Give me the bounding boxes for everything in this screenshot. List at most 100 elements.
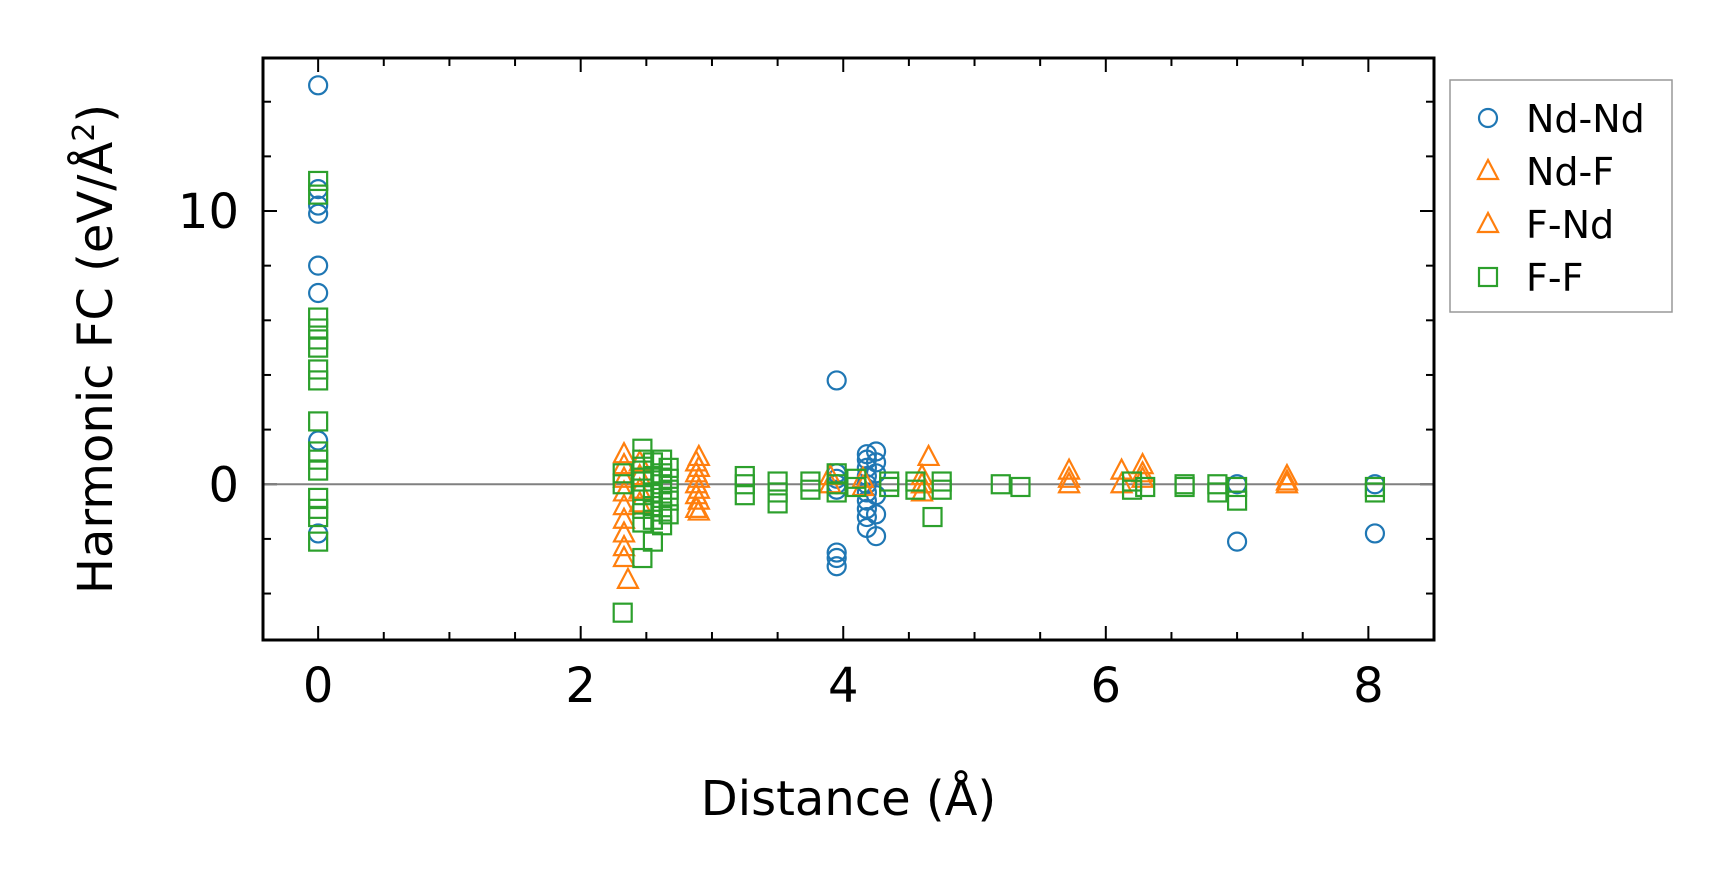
point-f-f	[658, 490, 679, 511]
point-nd-nd	[308, 203, 329, 224]
point-f-f	[800, 479, 821, 500]
point-f-f	[612, 602, 633, 623]
point-nd-nd	[308, 75, 329, 96]
point-nd-f	[612, 492, 636, 516]
point-nd-nd	[308, 195, 329, 216]
point-nd-f	[1109, 470, 1134, 494]
x-tick-label: 2	[565, 658, 596, 714]
point-f-f	[826, 463, 847, 484]
point-f-f	[826, 482, 847, 503]
point-f-f	[658, 504, 679, 525]
x-tick-label: 8	[1353, 658, 1384, 714]
point-f-nd	[1057, 465, 1081, 488]
point-f-f	[308, 170, 329, 192]
point-nd-f	[1130, 451, 1155, 475]
point-nd-nd	[308, 282, 329, 304]
point-f-f	[651, 501, 673, 522]
point-f-f	[1010, 476, 1031, 498]
point-f-nd	[684, 459, 709, 483]
legend-marker-f-f	[1477, 266, 1499, 288]
point-nd-f	[1109, 457, 1134, 480]
point-nd-nd	[1364, 523, 1386, 544]
point-f-f	[612, 463, 633, 484]
legend-label-f-f: F-F	[1526, 256, 1583, 300]
plot-frame	[261, 56, 1436, 642]
y-tick-label: 10	[178, 184, 239, 240]
point-f-f	[651, 515, 673, 536]
point-nd-nd	[308, 255, 329, 276]
point-nd-nd	[826, 556, 847, 577]
point-f-f	[879, 476, 900, 498]
x-axis-label: Distance (Å)	[701, 770, 996, 827]
point-f-f	[308, 370, 329, 391]
point-f-f	[308, 359, 329, 380]
y-tick-label: 0	[208, 457, 239, 513]
x-tick-label: 6	[1091, 658, 1122, 714]
point-f-f	[1135, 476, 1156, 498]
point-f-f	[658, 457, 679, 478]
x-tick-label: 4	[828, 658, 859, 714]
point-nd-nd	[865, 441, 887, 462]
data-markers	[308, 75, 1386, 623]
point-nd-f	[612, 544, 636, 568]
point-f-f	[931, 479, 952, 500]
point-f-nd	[684, 449, 709, 472]
point-nd-f	[612, 533, 636, 557]
point-f-f	[632, 438, 653, 459]
point-nd-nd	[826, 370, 847, 391]
point-f-f	[308, 506, 329, 528]
point-f-f	[632, 471, 653, 492]
point-f-f	[734, 474, 755, 495]
point-f-f	[308, 449, 329, 470]
point-nd-nd	[856, 506, 877, 528]
point-f-f	[308, 487, 329, 509]
point-f-nd	[684, 470, 709, 494]
point-nd-nd	[865, 504, 887, 525]
legend-marker-nd-f	[1476, 157, 1500, 181]
legend-label-f-nd: F-Nd	[1526, 203, 1614, 247]
point-nd-f	[916, 443, 941, 467]
point-f-f	[658, 479, 679, 500]
point-f-f	[651, 463, 673, 484]
point-f-f	[1207, 482, 1228, 503]
x-tick-label: 0	[303, 658, 334, 714]
point-f-nd	[910, 462, 934, 486]
legend: Nd-Nd Nd-F F-Nd F-F	[1449, 79, 1673, 313]
point-nd-f	[612, 479, 636, 502]
point-f-nd	[910, 470, 934, 494]
point-f-f	[632, 512, 653, 533]
legend-marker-f-nd	[1476, 210, 1500, 234]
point-f-f	[990, 474, 1011, 495]
point-nd-f	[612, 520, 636, 543]
point-f-f	[767, 493, 788, 514]
point-f-f	[632, 498, 653, 519]
point-f-f	[905, 479, 926, 500]
point-f-f	[922, 506, 943, 528]
point-f-f	[632, 547, 653, 569]
y-axis-label-main: Harmonic FC (eV/Å	[67, 142, 124, 595]
point-nd-nd	[826, 547, 847, 569]
legend-marker-nd-nd	[1477, 107, 1499, 129]
y-axis-label: Harmonic FC (eV/Å2)	[67, 104, 124, 594]
point-f-f	[658, 468, 679, 489]
point-f-f	[308, 337, 329, 358]
point-f-f	[308, 307, 329, 328]
point-f-f	[734, 485, 755, 506]
point-nd-f	[612, 506, 636, 529]
legend-label-nd-f: Nd-F	[1526, 150, 1614, 194]
point-nd-nd	[308, 430, 329, 451]
point-nd-f	[1275, 470, 1299, 494]
point-nd-f	[1275, 462, 1299, 486]
point-nd-f	[1057, 470, 1081, 494]
point-f-f	[1364, 482, 1386, 503]
y-axis-label-close: )	[68, 104, 124, 123]
legend-label-nd-nd: Nd-Nd	[1526, 97, 1645, 141]
point-f-f	[308, 531, 329, 552]
point-f-f	[1174, 476, 1195, 498]
point-nd-nd	[865, 526, 887, 547]
point-nd-nd	[1226, 531, 1248, 552]
point-nd-f	[1057, 457, 1081, 480]
point-f-f	[1226, 490, 1248, 511]
